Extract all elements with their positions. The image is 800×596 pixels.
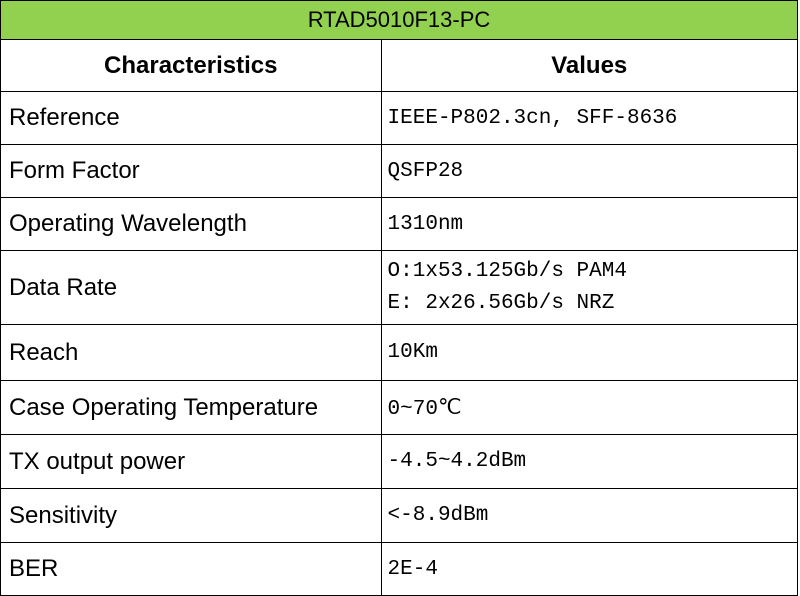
value-cell: 10Km (382, 325, 798, 380)
label-cell: Form Factor (1, 145, 382, 197)
table-row: Operating Wavelength 1310nm (0, 198, 798, 251)
value-cell: 2E-4 (382, 543, 798, 595)
value-cell: QSFP28 (382, 145, 798, 197)
table-row: BER 2E-4 (0, 543, 798, 596)
table-row: Reference IEEE-P802.3cn, SFF-8636 (0, 92, 798, 145)
table-row: Case Operating Temperature 0~70℃ (0, 381, 798, 435)
value-line: E: 2x26.56Gb/s NRZ (387, 291, 615, 315)
table-row: TX output power -4.5~4.2dBm (0, 435, 798, 489)
table-title: RTAD5010F13-PC (0, 0, 798, 40)
column-header: Characteristics (1, 40, 382, 91)
value-cell: <-8.9dBm (382, 489, 798, 542)
table-row: Data Rate O:1x53.125Gb/s PAM4 E: 2x26.56Gb… (0, 251, 798, 325)
header-row: Characteristics Values (0, 40, 798, 92)
value-cell: IEEE-P802.3cn, SFF-8636 (382, 92, 798, 144)
value-cell: 0~70℃ (382, 381, 798, 434)
column-header: Values (382, 40, 798, 91)
label-cell: Case Operating Temperature (1, 381, 382, 434)
label-cell: TX output power (1, 435, 382, 488)
label-cell: Reach (1, 325, 382, 380)
label-cell: Data Rate (1, 251, 382, 324)
label-cell: Sensitivity (1, 489, 382, 542)
label-cell: Reference (1, 92, 382, 144)
table-row: Sensitivity <-8.9dBm (0, 489, 798, 543)
label-cell: BER (1, 543, 382, 595)
value-line: O:1x53.125Gb/s PAM4 (387, 259, 627, 283)
value-cell: 1310nm (382, 198, 798, 250)
table-row: Reach 10Km (0, 325, 798, 381)
value-cell: -4.5~4.2dBm (382, 435, 798, 488)
table-row: Form Factor QSFP28 (0, 145, 798, 198)
value-cell: O:1x53.125Gb/s PAM4 E: 2x26.56Gb/s NRZ (382, 251, 798, 324)
label-cell: Operating Wavelength (1, 198, 382, 250)
